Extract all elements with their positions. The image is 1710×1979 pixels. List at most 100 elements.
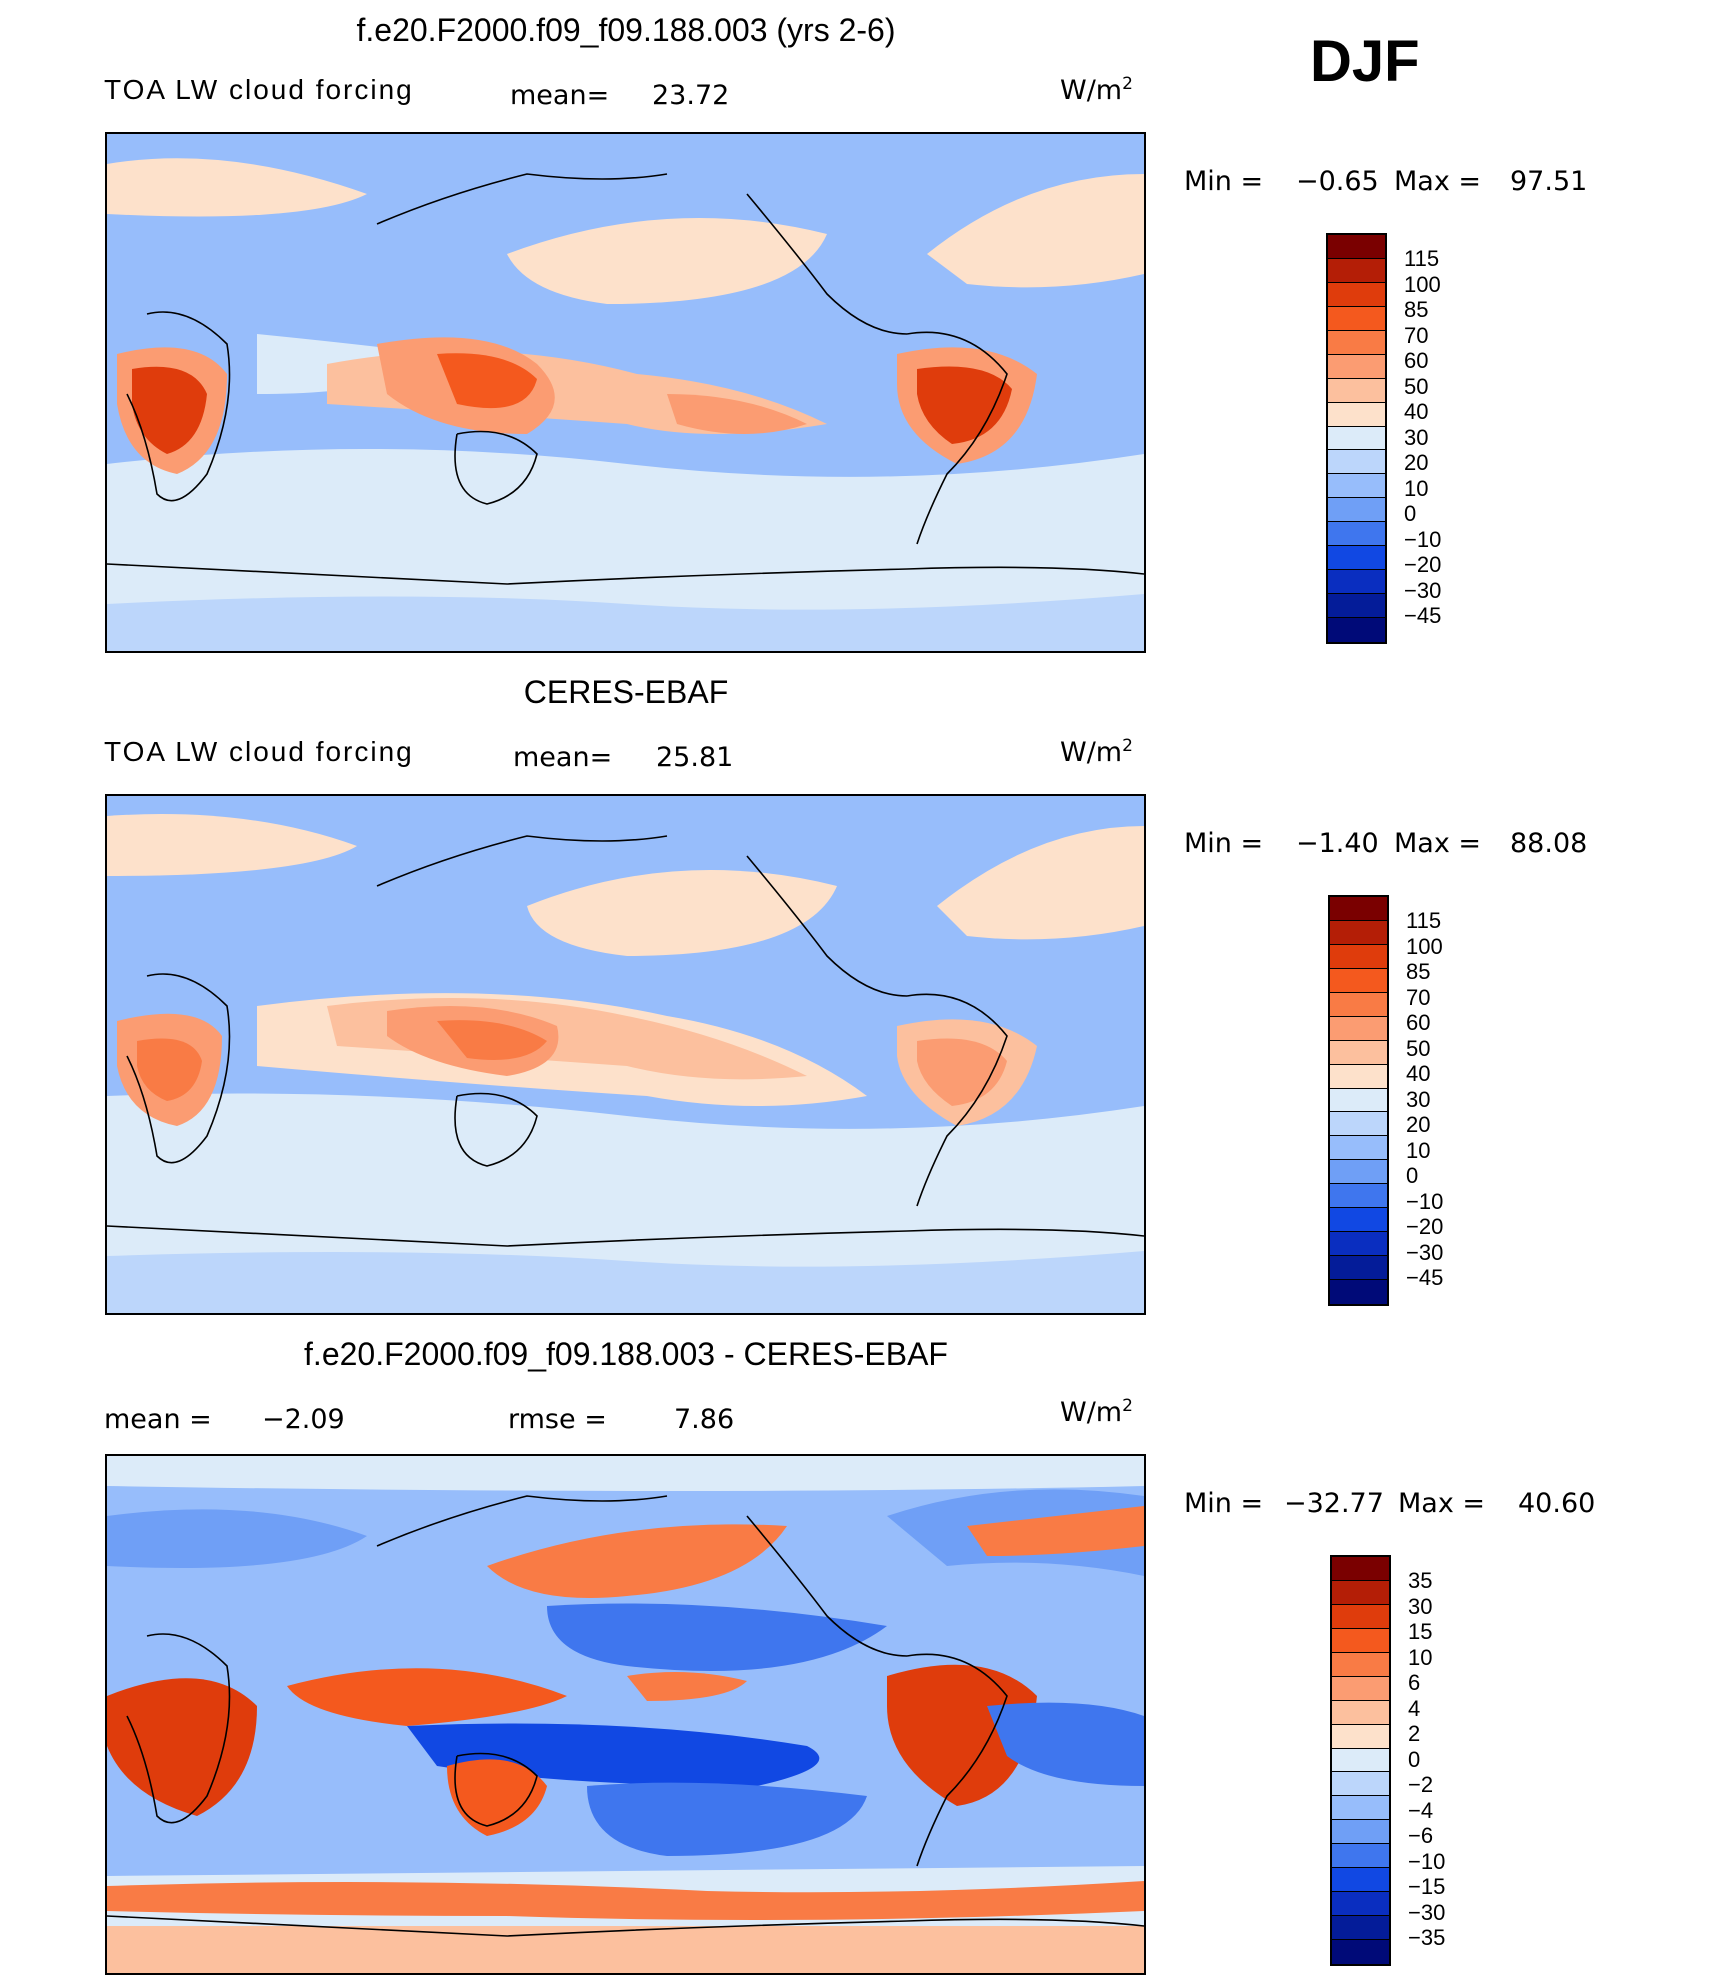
colorbar-swatch — [1332, 1940, 1389, 1964]
colorbar-tick-label: −6 — [1408, 1823, 1434, 1848]
colorbar-tick-label: −20 — [1406, 1214, 1444, 1239]
colorbar-tick-label: 70 — [1406, 984, 1431, 1010]
colorbar-swatch — [1328, 546, 1385, 571]
colorbar-tick-label: 30 — [1404, 424, 1429, 450]
colorbar-tick-label: −35 — [1408, 1925, 1446, 1950]
colorbar-swatch — [1330, 897, 1387, 921]
colorbar-swatch — [1332, 1628, 1389, 1653]
colorbar-tick-label: 70 — [1404, 322, 1429, 348]
colorbar-swatch — [1330, 1016, 1387, 1041]
colorbar-tick-label: 100 — [1404, 271, 1441, 297]
colorbar-tick-label: −2 — [1408, 1772, 1434, 1797]
panel3-rmse-label: rmse = — [508, 1404, 607, 1435]
colorbar-tick-label: 60 — [1406, 1010, 1431, 1035]
colorbar-tick-label: 2 — [1408, 1721, 1421, 1746]
colorbar-swatch — [1332, 1604, 1389, 1629]
colorbar-swatch — [1328, 378, 1385, 403]
panel3-rmse-value: 7.86 — [674, 1404, 735, 1435]
panel3-mean-value: −2.09 — [262, 1404, 345, 1435]
panel3-units: W/m2 — [1060, 1396, 1133, 1428]
colorbar-tick-label: 0 — [1406, 1163, 1419, 1188]
panel1-colorbar-labels: 115 100 85 70 60 50 40 30 20 10 0 −10 −20 −30 −45 — [1404, 246, 1441, 629]
panel3-mean-label: mean = — [104, 1404, 212, 1435]
colorbar-tick-label: 20 — [1404, 450, 1429, 475]
panel2-mean-value: 25.81 — [656, 742, 734, 773]
panel1-mean-label: mean= — [510, 80, 610, 111]
colorbar-tick-label: −10 — [1404, 526, 1442, 552]
panel2-variable-label: TOA LW cloud forcing — [104, 736, 414, 767]
panel3-min-value: −32.77 — [1284, 1488, 1384, 1519]
colorbar-tick-label: −20 — [1404, 552, 1442, 577]
colorbar-tick-label: −15 — [1408, 1874, 1446, 1899]
colorbar-swatch — [1332, 1892, 1389, 1917]
panel2-max-value: 88.08 — [1510, 828, 1588, 859]
colorbar-swatch — [1332, 1868, 1389, 1893]
panel2-mean-label: mean= — [513, 742, 613, 773]
colorbar-swatch — [1330, 1040, 1387, 1065]
panel3-colorbar — [1330, 1555, 1391, 1966]
colorbar-swatch — [1328, 450, 1385, 475]
colorbar-tick-label: 20 — [1406, 1112, 1431, 1137]
colorbar-swatch — [1332, 1820, 1389, 1845]
panel1-colorbar — [1326, 233, 1387, 644]
colorbar-swatch — [1328, 402, 1385, 427]
colorbar-tick-label: 15 — [1408, 1619, 1433, 1644]
colorbar-swatch — [1330, 920, 1387, 945]
colorbar-tick-label: −30 — [1404, 577, 1442, 603]
panel1-max-value: 97.51 — [1510, 166, 1588, 197]
colorbar-swatch — [1328, 306, 1385, 331]
panel1-title: f.e20.F2000.f09_f09.188.003 (yrs 2-6) — [356, 12, 896, 48]
colorbar-swatch — [1330, 1160, 1387, 1185]
colorbar-tick-label: 85 — [1406, 959, 1431, 984]
colorbar-tick-label: −30 — [1408, 1899, 1446, 1925]
panel1-max-label: Max = — [1394, 166, 1482, 197]
colorbar-swatch — [1332, 1580, 1389, 1605]
panel1-min-label: Min = — [1184, 166, 1264, 197]
panel2-title: CERES-EBAF — [523, 674, 729, 710]
colorbar-tick-label: 50 — [1404, 373, 1429, 399]
colorbar-tick-label: 10 — [1408, 1644, 1433, 1670]
colorbar-swatch — [1328, 258, 1385, 283]
colorbar-swatch — [1332, 1748, 1389, 1773]
colorbar-swatch — [1330, 1136, 1387, 1161]
colorbar-tick-label: 0 — [1408, 1746, 1421, 1772]
colorbar-swatch — [1328, 498, 1385, 523]
panel3-max-value: 40.60 — [1518, 1488, 1596, 1519]
panel1-units: W/m2 — [1060, 74, 1133, 106]
panel2-min-label: Min = — [1184, 828, 1264, 859]
colorbar-swatch — [1330, 968, 1387, 993]
colorbar-tick-label: 6 — [1408, 1670, 1421, 1695]
colorbar-swatch — [1330, 1112, 1387, 1137]
colorbar-swatch — [1332, 1652, 1389, 1677]
colorbar-swatch — [1328, 282, 1385, 307]
colorbar-swatch — [1328, 235, 1385, 259]
panel1-mean-value: 23.72 — [652, 80, 730, 111]
panel2-map — [105, 794, 1146, 1315]
colorbar-tick-label: −30 — [1406, 1239, 1444, 1265]
colorbar-tick-label: 50 — [1406, 1035, 1431, 1061]
colorbar-tick-label: 40 — [1404, 399, 1429, 424]
colorbar-swatch — [1330, 1232, 1387, 1257]
colorbar-swatch — [1332, 1916, 1389, 1940]
colorbar-swatch — [1332, 1796, 1389, 1821]
colorbar-tick-label: −45 — [1404, 603, 1442, 628]
panel3-title: f.e20.F2000.f09_f09.188.003 - CERES-EBAF — [304, 1336, 948, 1372]
colorbar-tick-label: 10 — [1406, 1137, 1431, 1163]
colorbar-swatch — [1330, 992, 1387, 1017]
panel2-units: W/m2 — [1060, 736, 1133, 768]
colorbar-tick-label: −10 — [1408, 1848, 1446, 1874]
colorbar-tick-label: 85 — [1404, 297, 1429, 322]
colorbar-tick-label: 30 — [1408, 1593, 1433, 1619]
colorbar-swatch — [1330, 1184, 1387, 1209]
colorbar-swatch — [1332, 1844, 1389, 1869]
colorbar-swatch — [1332, 1700, 1389, 1725]
panel2-min-value: −1.40 — [1296, 828, 1379, 859]
colorbar-swatch — [1328, 354, 1385, 379]
colorbar-swatch — [1332, 1557, 1389, 1581]
colorbar-tick-label: −10 — [1406, 1188, 1444, 1214]
colorbar-swatch — [1330, 1256, 1387, 1280]
colorbar-tick-label: 0 — [1404, 501, 1417, 526]
colorbar-tick-label: 60 — [1404, 348, 1429, 373]
colorbar-swatch — [1330, 1088, 1387, 1113]
panel3-map — [105, 1454, 1146, 1975]
